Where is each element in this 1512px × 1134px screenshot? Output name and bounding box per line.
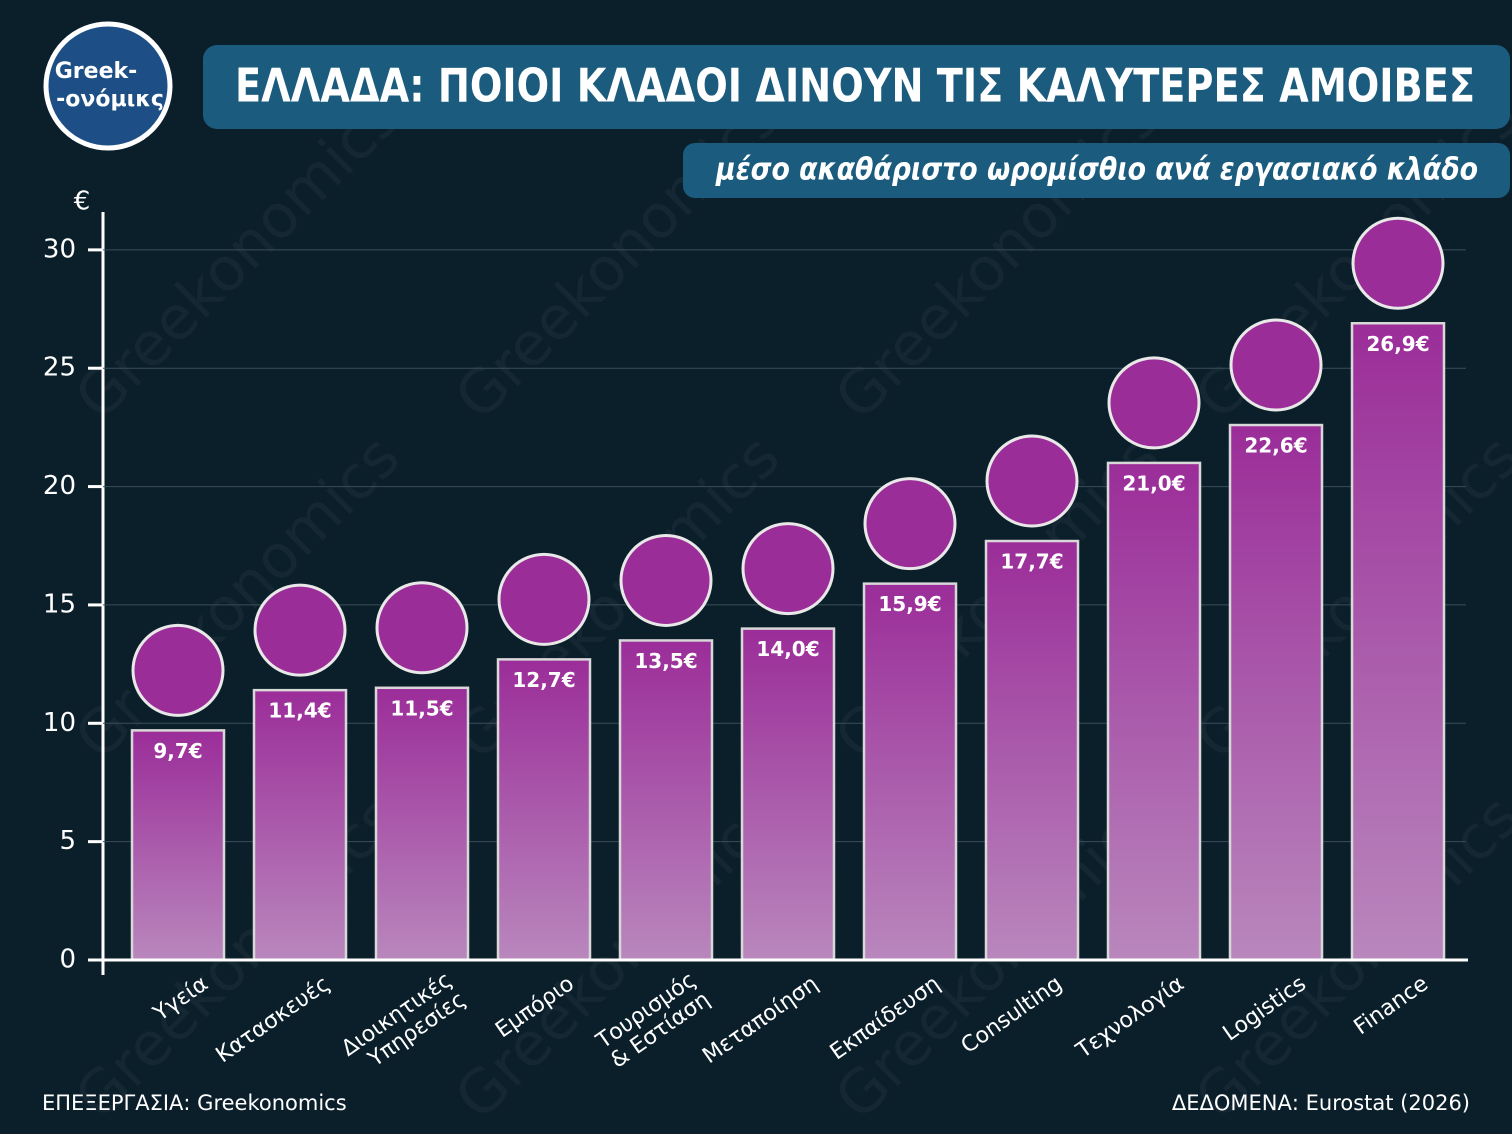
bar-icon bbox=[863, 477, 957, 571]
title-banner bbox=[203, 45, 1510, 129]
y-tick-label: 25 bbox=[43, 353, 76, 383]
bar bbox=[130, 729, 226, 962]
value-label: 14,0€ bbox=[756, 637, 819, 661]
bar-icon bbox=[1351, 216, 1445, 310]
bar bbox=[1228, 423, 1324, 962]
y-tick-label: 15 bbox=[43, 589, 76, 619]
bar bbox=[1106, 461, 1202, 962]
bar-icon bbox=[619, 533, 713, 627]
y-tick-label: 30 bbox=[43, 234, 76, 264]
value-label: 22,6€ bbox=[1244, 434, 1307, 458]
value-label: 11,4€ bbox=[268, 699, 331, 723]
value-label: 21,0€ bbox=[1122, 471, 1185, 495]
bar bbox=[618, 639, 714, 962]
bar bbox=[740, 627, 836, 962]
bar bbox=[252, 688, 348, 962]
chart-title: ΕΛΛΑΔΑ: ΠΟΙΟΙ ΚΛΑΔΟΙ ΔΙΝΟΥΝ ΤΙΣ ΚΑΛΥΤΕΡΕ… bbox=[235, 59, 1475, 113]
y-tick-label: 20 bbox=[43, 471, 76, 501]
value-label: 11,5€ bbox=[390, 696, 453, 720]
bar-icon bbox=[1229, 318, 1323, 412]
value-label: 9,7€ bbox=[153, 739, 202, 763]
chart-subtitle: μέσο ακαθάριστο ωρομίσθιο ανά εργασιακό … bbox=[715, 152, 1478, 188]
bar-icon bbox=[497, 552, 591, 646]
bar-icon bbox=[253, 583, 347, 677]
value-label: 26,9€ bbox=[1366, 332, 1429, 356]
bar bbox=[862, 582, 958, 962]
y-tick-label: 5 bbox=[59, 826, 76, 856]
value-label: 12,7€ bbox=[512, 668, 575, 692]
bar bbox=[984, 539, 1080, 962]
value-label: 15,9€ bbox=[878, 592, 941, 616]
bar-icon bbox=[375, 581, 469, 675]
logo-circle bbox=[43, 21, 173, 151]
bar-icon bbox=[1107, 356, 1201, 450]
bar-icon bbox=[131, 623, 225, 717]
bar-icon bbox=[741, 522, 835, 616]
value-label: 13,5€ bbox=[634, 649, 697, 673]
y-tick-label: 0 bbox=[59, 945, 76, 975]
y-unit: € bbox=[74, 187, 91, 217]
subtitle-banner bbox=[683, 143, 1510, 198]
bar-icon bbox=[985, 434, 1079, 528]
bar bbox=[1350, 322, 1446, 962]
bar bbox=[496, 658, 592, 962]
source: ΔΕΔΟΜΕΝΑ: Eurostat (2026) bbox=[1172, 1091, 1470, 1115]
credit: ΕΠΕΞΕΡΓΑΣΙΑ: Greekonomics bbox=[42, 1091, 347, 1115]
value-label: 17,7€ bbox=[1000, 550, 1063, 574]
y-tick-label: 10 bbox=[43, 708, 76, 738]
logo-text: Greek- bbox=[55, 59, 138, 84]
logo-text: -ονόμικς bbox=[56, 87, 164, 112]
bar bbox=[374, 686, 470, 962]
